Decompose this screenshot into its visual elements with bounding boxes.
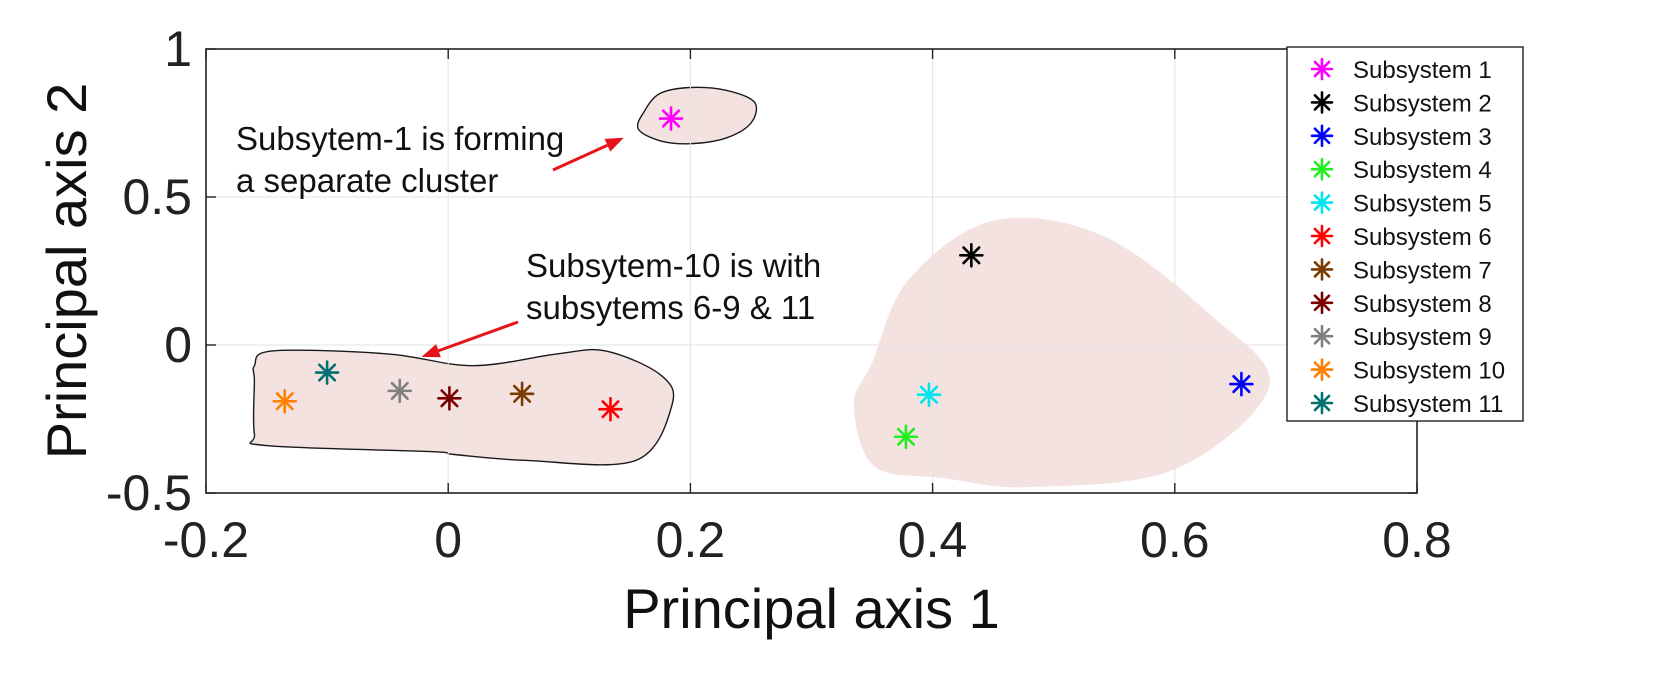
legend-entry-8: Subsystem 8 xyxy=(1310,291,1492,318)
cluster-subsystems-6-11 xyxy=(249,348,675,466)
gridlines xyxy=(206,49,1417,493)
legend-entry-9: Subsystem 9 xyxy=(1310,324,1492,351)
data-point-6 xyxy=(598,396,623,422)
x-axis-label: Principal axis 1 xyxy=(623,577,1000,640)
x-tick-label: 0.8 xyxy=(1382,512,1452,568)
data-point-5 xyxy=(916,382,942,408)
legend-box xyxy=(1286,46,1524,422)
legend-label: Subsystem 1 xyxy=(1353,57,1492,84)
tick-labels: -0.2 0 0.2 0.4 0.6 0.8 -0.5 0 0.5 1 xyxy=(106,21,1452,568)
cluster-regions xyxy=(249,86,1270,488)
legend-entry-5: Subsystem 5 xyxy=(1310,191,1492,218)
legend-marker xyxy=(1310,91,1334,114)
legend-entry-7: Subsystem 7 xyxy=(1310,257,1492,284)
legend-marker xyxy=(1310,157,1334,181)
legend-entry-3: Subsystem 3 xyxy=(1310,124,1492,151)
cluster-subsystem-1 xyxy=(636,86,758,145)
annotation-text-line: Subsytem-1 is forming xyxy=(236,120,564,157)
data-point-4 xyxy=(893,424,919,450)
legend-marker xyxy=(1310,358,1334,381)
legend-label: Subsystem 4 xyxy=(1353,157,1492,184)
data-points xyxy=(272,106,1254,450)
data-point-2 xyxy=(959,243,984,268)
annotation-arrow-head xyxy=(604,137,624,152)
annotation-text-line: a separate cluster xyxy=(236,162,498,199)
legend-entry-1: Subsystem 1 xyxy=(1310,57,1492,84)
annotation-arrow-head xyxy=(421,344,441,358)
cluster-subsystems-2-5 xyxy=(853,217,1270,488)
legend-label: Subsystem 11 xyxy=(1353,391,1503,418)
x-tick-label: 0.4 xyxy=(898,512,968,568)
legend-entry-2: Subsystem 2 xyxy=(1310,90,1492,117)
annotation-text-line: Subsytem-10 is with xyxy=(526,247,821,284)
legend: Subsystem 1 Subsystem 2 Subsystem 3 Subsyst… xyxy=(1286,46,1524,422)
legend-label: Subsystem 9 xyxy=(1353,324,1492,351)
legend-label: Subsystem 8 xyxy=(1353,291,1492,318)
data-point-3 xyxy=(1229,371,1254,397)
legend-label: Subsystem 6 xyxy=(1353,224,1492,251)
y-tick-label: 0 xyxy=(164,317,192,373)
x-tick-label: 0 xyxy=(434,512,462,568)
legend-label: Subsystem 3 xyxy=(1353,124,1492,151)
annotation-1: Subsytem-1 is forming a separate cluster xyxy=(236,120,624,199)
annotation-arrow-shaft xyxy=(552,143,609,172)
data-point-9 xyxy=(387,378,413,404)
legend-label: Subsystem 2 xyxy=(1353,90,1492,117)
data-point-1 xyxy=(658,106,684,131)
y-tick-label: 1 xyxy=(164,21,192,77)
data-point-7 xyxy=(509,381,535,407)
legend-marker xyxy=(1310,391,1334,415)
legend-marker xyxy=(1310,224,1334,248)
legend-marker xyxy=(1310,191,1334,214)
data-point-11 xyxy=(314,360,340,385)
y-tick-label: -0.5 xyxy=(106,465,192,521)
legend-marker xyxy=(1310,124,1334,148)
y-axis-label: Principal axis 2 xyxy=(35,83,98,460)
legend-entry-4: Subsystem 4 xyxy=(1310,157,1492,184)
legend-label: Subsystem 10 xyxy=(1353,358,1505,385)
legend-label: Subsystem 5 xyxy=(1353,191,1492,218)
legend-marker xyxy=(1310,258,1334,281)
annotation-arrow-shaft xyxy=(437,320,519,353)
data-point-10 xyxy=(272,388,298,414)
x-tick-label: -0.2 xyxy=(163,512,249,568)
x-tick-label: 0.2 xyxy=(656,512,726,568)
annotation-2: Subsytem-10 is with subsytems 6-9 & 11 xyxy=(421,247,821,358)
annotation-text-line: subsytems 6-9 & 11 xyxy=(526,289,815,326)
legend-marker xyxy=(1310,324,1334,348)
legend-entry-10: Subsystem 10 xyxy=(1310,358,1505,385)
legend-entry-11: Subsystem 11 xyxy=(1310,391,1503,418)
legend-entry-6: Subsystem 6 xyxy=(1310,224,1492,251)
legend-marker xyxy=(1310,291,1334,315)
x-tick-label: 0.6 xyxy=(1140,512,1210,568)
y-tick-label: 0.5 xyxy=(122,169,192,225)
legend-marker xyxy=(1310,57,1334,81)
data-point-8 xyxy=(437,385,462,411)
legend-label: Subsystem 7 xyxy=(1353,257,1492,284)
